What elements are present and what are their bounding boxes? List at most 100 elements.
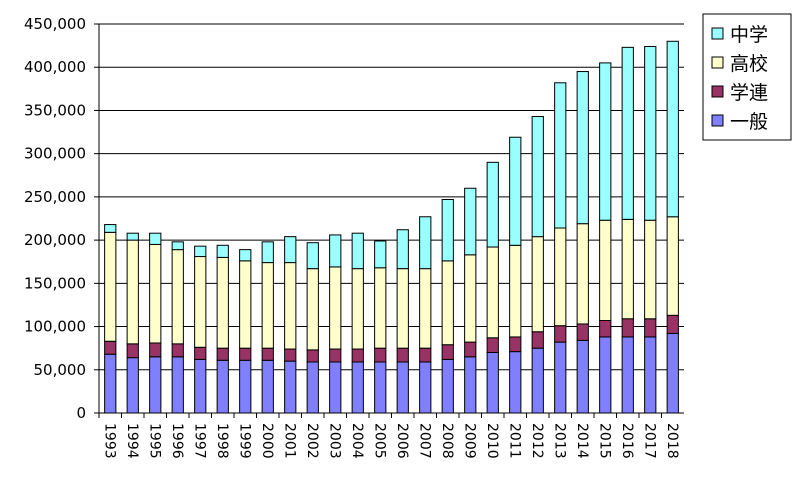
bar-segment <box>171 249 184 345</box>
bar-segment <box>621 336 634 414</box>
x-tick-label: 1994 <box>124 423 140 459</box>
x-tick-label: 1996 <box>169 423 185 459</box>
bar-segment <box>554 227 567 327</box>
bar-segment <box>599 62 612 221</box>
bar-segment <box>666 216 679 316</box>
bar-segment <box>396 347 409 363</box>
bar-segment <box>509 336 522 353</box>
bar-segment <box>194 245 207 258</box>
x-tick-label: 2010 <box>484 423 500 459</box>
bar-segment <box>194 346 207 360</box>
bar-segment <box>306 349 319 363</box>
x-tick-label: 2007 <box>416 423 432 459</box>
gridlines <box>99 23 684 371</box>
bar-segment <box>419 361 432 414</box>
bar-segment <box>194 358 207 414</box>
bar-segment <box>126 343 139 359</box>
x-tick-label: 2015 <box>596 423 612 459</box>
bar-segment <box>374 267 387 349</box>
bar-segment <box>239 249 252 262</box>
bar-segment <box>531 347 544 414</box>
bar-segment <box>216 347 229 361</box>
bar-segment <box>329 234 342 268</box>
bar-segment <box>261 347 274 361</box>
x-tick-label: 2002 <box>304 423 320 459</box>
y-tick-label: 50,000 <box>34 361 87 379</box>
bar-segment <box>351 232 364 270</box>
legend-swatch <box>711 114 724 127</box>
bar-segment <box>599 336 612 414</box>
x-tick-label: 2018 <box>664 423 680 459</box>
legend-label: 一般 <box>730 111 768 133</box>
bar-segment <box>104 231 117 342</box>
bar-segment <box>374 240 387 269</box>
bar-segment <box>599 320 612 338</box>
bar-segment <box>306 361 319 414</box>
bar-segment <box>171 356 184 414</box>
bar-segment <box>509 351 522 414</box>
bar-segment <box>171 343 184 358</box>
bar-segment <box>149 356 162 414</box>
legend-swatch <box>711 56 724 69</box>
bar-segment <box>554 82 567 229</box>
bar-segment <box>576 71 589 225</box>
bar-segment <box>531 115 544 238</box>
bar-segment <box>216 359 229 414</box>
bars <box>104 40 679 414</box>
bar-segment <box>644 219 657 320</box>
bar-segment <box>284 236 297 264</box>
bar-segment <box>284 360 297 414</box>
bar-segment <box>351 348 364 363</box>
x-tick-label: 2001 <box>281 423 297 459</box>
bar-segment <box>149 342 162 358</box>
bar-segment <box>599 219 612 322</box>
x-tick-label: 2005 <box>371 423 387 459</box>
y-tick-label: 450,000 <box>24 15 86 33</box>
bar-segment <box>239 260 252 349</box>
bar-segment <box>464 187 477 256</box>
bar-segment <box>576 223 589 325</box>
legend-swatch <box>711 85 724 98</box>
bar-segment <box>351 361 364 414</box>
bar-segment <box>621 218 634 320</box>
y-tick-label: 200,000 <box>24 231 86 249</box>
bar-segment <box>464 254 477 343</box>
bar-segment <box>216 244 229 258</box>
bar-segment <box>621 46 634 220</box>
bar-segment <box>149 232 162 245</box>
bar-segment <box>464 356 477 414</box>
legend-label: 中学 <box>730 24 768 46</box>
legend-label: 学連 <box>730 82 768 104</box>
bar-segment <box>374 347 387 363</box>
axes: 0 50,000 100,000 150,000 200,000 250,000 300,0… <box>24 15 684 459</box>
bar-segment <box>126 357 139 414</box>
x-tick-label: 2012 <box>529 423 545 459</box>
x-tick-label: 1995 <box>146 423 162 459</box>
bar-segment <box>441 358 454 414</box>
bar-segment <box>531 331 544 349</box>
bar-segment <box>666 332 679 414</box>
bar-segment <box>329 361 342 414</box>
bar-segment <box>284 262 297 350</box>
y-tick-label: 100,000 <box>24 318 86 336</box>
bar-segment <box>329 348 342 363</box>
x-tick-label: 2008 <box>439 423 455 459</box>
x-tick-label: 1997 <box>191 423 207 459</box>
bar-segment <box>441 260 454 346</box>
x-tick-label: 2014 <box>574 423 590 459</box>
bar-segment <box>396 268 409 349</box>
x-tick-label: 1998 <box>214 423 230 459</box>
bar-segment <box>486 246 499 339</box>
bar-segment <box>576 339 589 414</box>
bar-segment <box>306 242 319 270</box>
bar-segment <box>509 244 522 338</box>
x-tick-label: 2006 <box>394 423 410 459</box>
x-tick-label: 2013 <box>551 423 567 459</box>
bar-segment <box>261 359 274 414</box>
bar-segment <box>486 351 499 414</box>
bar-segment <box>171 241 184 251</box>
bar-segment <box>239 347 252 361</box>
